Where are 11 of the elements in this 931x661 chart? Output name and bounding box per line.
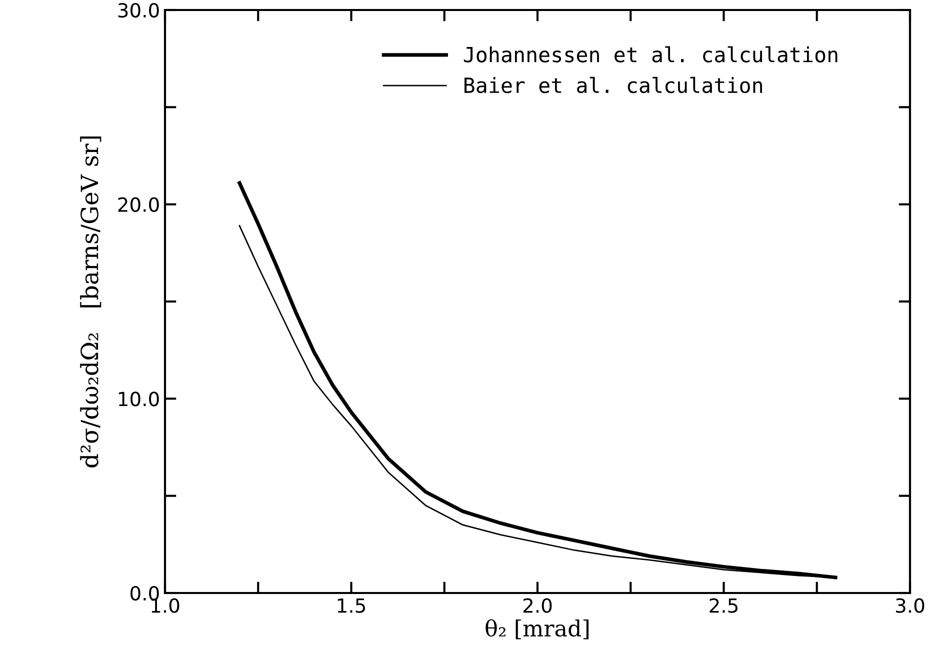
y-axis-title: d²σ/dω₂dΩ₂ [barns/GeV sr] [80, 136, 102, 468]
legend-label: Johannessen et al. calculation [464, 46, 838, 62]
legend-label: Baier et al. calculation [464, 76, 762, 94]
x-axis-title: θ₂ [mrad] [486, 619, 589, 640]
x-tick-label: 2.5 [710, 598, 738, 613]
y-tick-label: 30.0 [118, 2, 159, 18]
x-tick-label: 3.0 [896, 598, 924, 613]
x-tick-label: 2.0 [523, 598, 552, 613]
x-tick-label: 1.5 [338, 598, 366, 613]
y-tick-label: 10.0 [118, 392, 159, 406]
y-tick-label: 20.0 [118, 197, 159, 212]
